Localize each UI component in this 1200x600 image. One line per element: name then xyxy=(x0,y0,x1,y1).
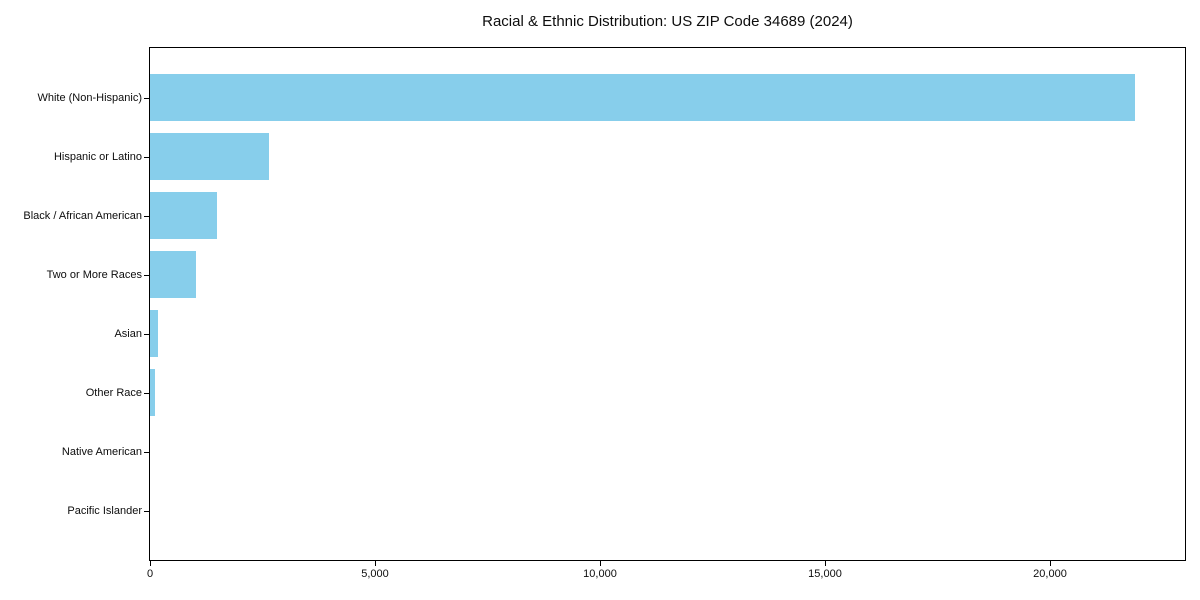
y-tick-label: Black / African American xyxy=(23,210,142,222)
x-tick-mark xyxy=(600,561,601,566)
y-tick-label: Native American xyxy=(61,446,142,458)
y-tick-mark xyxy=(144,98,149,99)
bar-black-african-american xyxy=(150,192,217,239)
bar-hispanic-or-latino xyxy=(150,133,269,180)
y-tick-mark xyxy=(144,275,149,276)
y-tick-label: Hispanic or Latino xyxy=(53,151,142,163)
y-tick-mark xyxy=(144,393,149,394)
x-tick-mark xyxy=(150,561,151,566)
bar-other-race xyxy=(150,369,155,416)
x-tick-mark xyxy=(375,561,376,566)
plot-area xyxy=(149,47,1186,561)
bar-asian xyxy=(150,310,158,357)
y-tick-mark xyxy=(144,511,149,512)
x-tick-label: 5,000 xyxy=(361,568,389,580)
y-tick-label: Pacific Islander xyxy=(67,505,142,517)
chart-title: Racial & Ethnic Distribution: US ZIP Cod… xyxy=(482,13,853,30)
y-tick-label: Asian xyxy=(114,328,142,340)
x-tick-label: 15,000 xyxy=(808,568,842,580)
y-tick-mark xyxy=(144,216,149,217)
bar-two-or-more-races xyxy=(150,251,196,298)
y-tick-label: Two or More Races xyxy=(46,269,142,281)
y-tick-mark xyxy=(144,157,149,158)
y-tick-mark xyxy=(144,452,149,453)
bar-white-non-hispanic xyxy=(150,74,1135,121)
x-tick-mark xyxy=(1050,561,1051,566)
y-tick-label: White (Non-Hispanic) xyxy=(37,92,142,104)
x-tick-mark xyxy=(825,561,826,566)
x-tick-label: 10,000 xyxy=(583,568,617,580)
x-tick-label: 20,000 xyxy=(1033,568,1067,580)
x-tick-label: 0 xyxy=(146,568,154,580)
y-tick-label: Other Race xyxy=(85,387,142,399)
y-tick-mark xyxy=(144,334,149,335)
